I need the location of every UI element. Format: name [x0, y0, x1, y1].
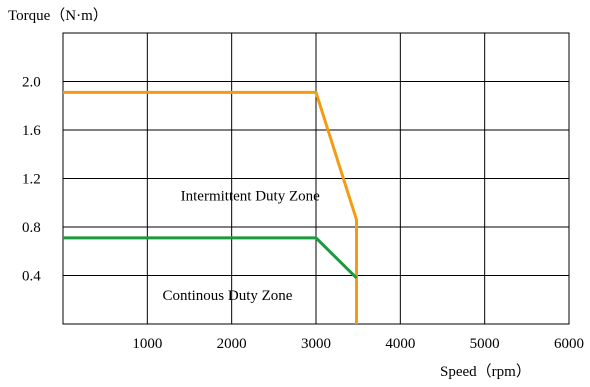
tick-labels: 1000 2000 3000 4000 5000 6000 0.4 0.8 1.2 1.6 2.0 — [22, 75, 584, 353]
y-tick-label: 0.4 — [22, 269, 41, 285]
x-tick-label: 3000 — [301, 336, 331, 352]
y-tick-label: 2.0 — [22, 75, 41, 91]
y-tick-label: 0.8 — [22, 220, 41, 236]
grid-layer — [62, 32, 570, 325]
y-tick-label: 1.6 — [22, 123, 41, 139]
x-tick-label: 4000 — [385, 336, 415, 352]
intermittent-duty-curve — [63, 90, 358, 324]
x-tick-label: 2000 — [217, 336, 247, 352]
continuous-duty-curve — [63, 236, 358, 279]
y-axis-title: Torque（N·m） — [8, 7, 108, 24]
series-layer — [63, 90, 358, 324]
intermittent-zone-label: Intermittent Duty Zone — [181, 188, 320, 204]
x-axis-title: Speed（rpm） — [440, 363, 531, 380]
x-tick-label: 6000 — [554, 336, 584, 352]
x-tick-label: 1000 — [132, 336, 162, 352]
x-tick-label: 5000 — [470, 336, 500, 352]
continuous-zone-label: Continous Duty Zone — [162, 288, 292, 304]
y-tick-label: 1.2 — [22, 172, 41, 188]
annotations: Intermittent Duty Zone Continous Duty Zon… — [162, 188, 320, 303]
